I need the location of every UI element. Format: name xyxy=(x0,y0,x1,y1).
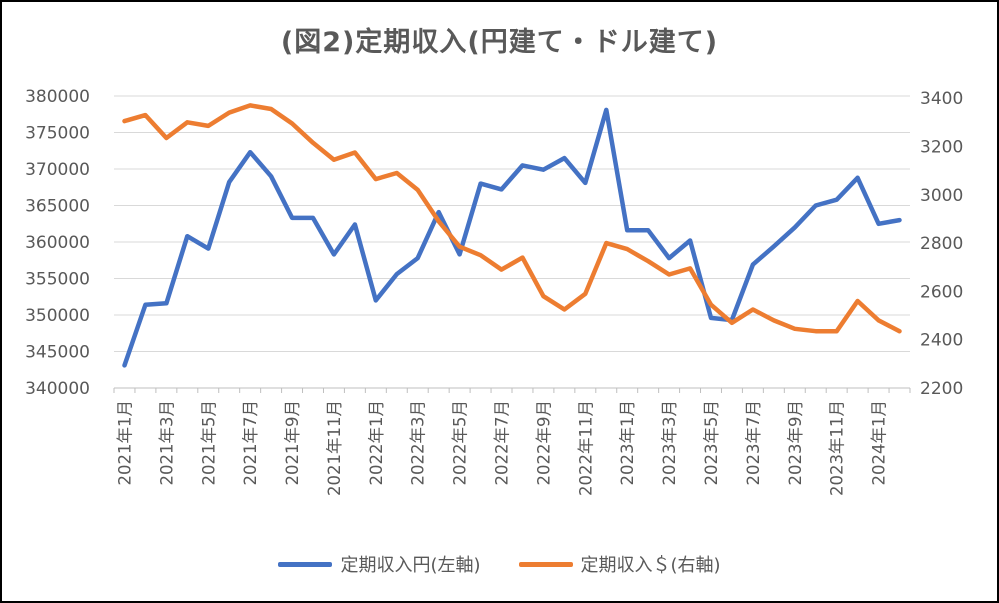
legend-label-dollar: 定期収入＄(右軸) xyxy=(580,555,721,576)
x-tick-label: 2022年3月 xyxy=(409,400,428,486)
left-y-tick-label: 345000 xyxy=(25,343,90,363)
left-y-tick-label: 370000 xyxy=(25,160,90,180)
left-y-tick-label: 355000 xyxy=(25,270,90,290)
left-y-tick-label: 380000 xyxy=(25,87,90,107)
left-y-tick-label: 365000 xyxy=(25,197,90,217)
legend-item-dollar: 定期収入＄(右軸) xyxy=(518,551,721,577)
x-tick-label: 2021年11月 xyxy=(325,400,344,496)
chart-title: (図2)定期収入(円建て・ドル建て) xyxy=(280,27,719,58)
legend-swatch-dollar xyxy=(518,561,573,567)
x-tick-label: 2023年11月 xyxy=(828,400,847,496)
x-tick-label: 2021年5月 xyxy=(199,400,218,486)
x-tick-label: 2023年1月 xyxy=(618,400,637,486)
legend: 定期収入円(左軸) 定期収入＄(右軸) xyxy=(2,551,997,577)
x-tick-label: 2022年9月 xyxy=(534,400,553,486)
left-y-tick-label: 350000 xyxy=(25,306,90,326)
x-tick-label: 2021年9月 xyxy=(283,400,302,486)
right-y-tick-label: 3200 xyxy=(920,137,963,157)
x-tick-label: 2022年1月 xyxy=(367,400,386,486)
series-line-yen xyxy=(122,107,902,368)
left-y-tick-label: 360000 xyxy=(25,233,90,253)
left-y-tick-label: 340000 xyxy=(25,379,90,399)
x-tick-label: 2021年1月 xyxy=(115,400,134,486)
x-tick-label: 2023年3月 xyxy=(660,400,679,486)
legend-item-yen: 定期収入円(左軸) xyxy=(278,551,481,577)
right-y-tick-label: 2600 xyxy=(920,282,963,302)
x-tick-label: 2022年5月 xyxy=(451,400,470,486)
legend-swatch-yen xyxy=(278,561,333,567)
x-tick-label: 2023年9月 xyxy=(786,400,805,486)
x-tick-label: 2024年1月 xyxy=(870,400,889,486)
right-y-tick-label: 2200 xyxy=(920,379,963,399)
x-tick-label: 2021年3月 xyxy=(157,400,176,486)
right-y-tick-label: 3000 xyxy=(920,186,963,206)
x-tick-label: 2022年11月 xyxy=(576,400,595,496)
x-tick-label: 2021年7月 xyxy=(241,400,260,486)
x-tick-label: 2023年7月 xyxy=(744,400,763,486)
left-y-tick-label: 375000 xyxy=(25,124,90,144)
x-tick-label: 2023年5月 xyxy=(702,400,721,486)
right-y-tick-label: 2400 xyxy=(920,331,963,351)
x-tick-label: 2022年7月 xyxy=(493,400,512,486)
series-line-dollar xyxy=(122,103,902,334)
right-y-tick-label: 2800 xyxy=(920,234,963,254)
legend-label-yen: 定期収入円(左軸) xyxy=(340,555,481,576)
right-y-tick-label: 3400 xyxy=(920,89,963,109)
